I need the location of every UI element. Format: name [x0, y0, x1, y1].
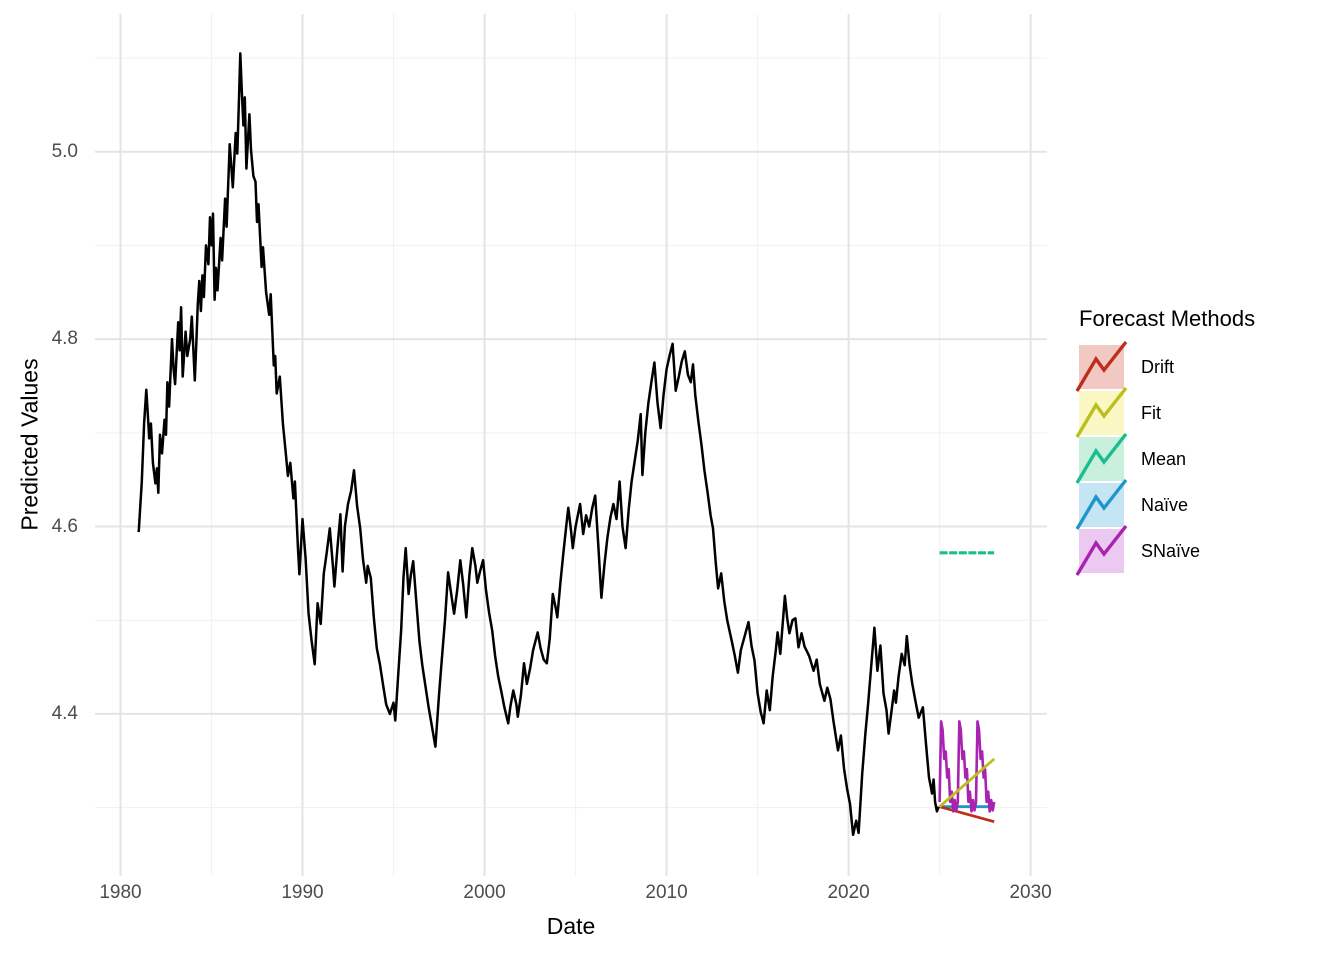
- forecast-line-drift: [939, 805, 995, 824]
- y-tick-label: 4.8: [51, 328, 78, 350]
- legend: Forecast Methods Drift Fit Mean Naïve SNaïve: [1075, 306, 1256, 576]
- legend-item-drift: Drift: [1075, 340, 1255, 392]
- y-tick-label: 4.6: [51, 515, 78, 537]
- legend-item-fit: Fit: [1075, 386, 1255, 438]
- legend-key-fit-icon: [1075, 386, 1128, 438]
- observed-series-line: [137, 52, 940, 837]
- x-tick-label: 2000: [463, 882, 506, 903]
- legend-key-drift-icon: [1075, 340, 1128, 392]
- legend-label: SNaïve: [1141, 540, 1201, 561]
- legend-item-naïve: Naïve: [1075, 478, 1255, 530]
- zigzag-line-icon: [1075, 386, 1128, 438]
- legend-key-mean-icon: [1075, 432, 1128, 484]
- legend-item-snaïve: SNaïve: [1075, 524, 1255, 576]
- x-tick-label: 2020: [827, 882, 870, 903]
- forecast-line-fit: [938, 757, 996, 808]
- y-tick-label: 4.4: [51, 702, 78, 724]
- legend-label: Mean: [1141, 448, 1187, 469]
- y-tick-label: 5.0: [51, 140, 78, 162]
- zigzag-line-icon: [1075, 524, 1128, 576]
- x-tick-label: 1990: [281, 882, 324, 903]
- forecast-line-snaïve: [938, 720, 996, 813]
- zigzag-line-icon: [1075, 478, 1128, 530]
- x-axis-title: Date: [546, 913, 596, 939]
- zigzag-line-icon: [1075, 432, 1128, 484]
- legend-label: Naïve: [1141, 494, 1189, 515]
- legend-items: Drift Fit Mean Naïve SNaïve: [1075, 340, 1255, 576]
- legend-title: Forecast Methods: [1079, 306, 1256, 331]
- legend-key-naïve-icon: [1075, 478, 1128, 530]
- x-tick-label: 1980: [99, 882, 142, 903]
- x-tick-label: 2030: [1009, 882, 1052, 903]
- legend-key-snaïve-icon: [1075, 524, 1128, 576]
- legend-item-mean: Mean: [1075, 432, 1255, 484]
- legend-label: Drift: [1141, 356, 1174, 377]
- x-tick-label: 2010: [645, 882, 688, 903]
- zigzag-line-icon: [1075, 340, 1128, 392]
- legend-label: Fit: [1141, 402, 1161, 423]
